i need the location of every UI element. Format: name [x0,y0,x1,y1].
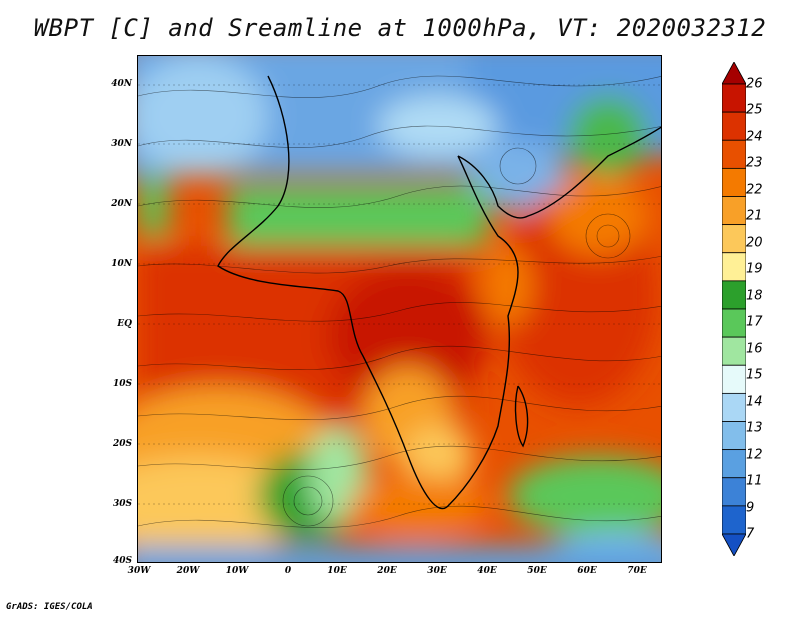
colorbar-label: 7 [746,526,755,542]
lon-label: 10E [327,566,347,576]
lon-label: 20W [176,566,200,576]
colorbar-label: 20 [746,235,763,251]
colorbar-label: 19 [746,261,763,277]
colorbar-segment [722,224,746,254]
colorbar-label: 26 [746,76,763,92]
colorbar-label: 9 [746,500,755,516]
colorbar-label: 13 [746,420,763,436]
lon-label: 70E [627,566,647,576]
lat-label: 10S [112,379,132,389]
lat-label: EQ [117,319,132,329]
colorbar [722,62,746,556]
colorbar-segment [722,167,746,197]
lon-label: 20E [377,566,397,576]
coastlines [217,75,661,510]
lat-label: 20N [111,199,132,209]
colorbar-segment [722,449,746,479]
colorbar-label: 18 [746,288,763,304]
colorbar-segment [722,392,746,422]
lat-label: 20S [112,439,132,449]
colorbar-label: 14 [746,394,763,410]
lat-label: 40S [112,556,132,566]
colorbar-segment [722,505,746,535]
lat-label: 30N [111,139,132,149]
colorbar-label: 25 [746,102,763,118]
lon-label: 50E [527,566,547,576]
colorbar-segment [722,280,746,310]
weather-map [137,55,662,563]
lon-label: 60E [577,566,597,576]
colorbar-segment [722,196,746,226]
colorbar-label: 22 [746,182,763,198]
streamlines [138,75,661,528]
grads-credit: GrADS: IGES/COLA [6,602,93,612]
map-field [138,56,661,562]
colorbar-label: 12 [746,447,763,463]
lon-label: 10W [225,566,249,576]
lat-label: 30S [112,499,132,509]
lat-label: 10N [111,259,132,269]
colorbar-label: 16 [746,341,763,357]
colorbar-label: 17 [746,314,763,330]
colorbar-segment [722,364,746,394]
temperature-field [138,56,661,562]
lon-label: 30E [427,566,447,576]
colorbar-label: 21 [746,208,763,224]
colorbar-segment [722,533,746,556]
colorbar-segment [722,252,746,282]
colorbar-segment [722,421,746,451]
colorbar-segment [722,139,746,169]
colorbar-label: 11 [746,473,763,489]
colorbar-label: 24 [746,129,763,145]
colorbar-segment [722,111,746,141]
lon-label: 40E [477,566,497,576]
colorbar-segment [722,83,746,113]
colorbar-label: 15 [746,367,763,383]
colorbar-label: 23 [746,155,763,171]
map-title: WBPT [C] and Sreamline at 1000hPa, VT: 2… [33,14,767,42]
colorbar-segment [722,308,746,338]
lon-label: 30W [127,566,151,576]
colorbar-segment [722,336,746,366]
lat-label: 40N [111,79,132,89]
colorbar-segment [722,477,746,507]
colorbar-segment [722,62,746,85]
lon-label: 0 [284,566,292,576]
